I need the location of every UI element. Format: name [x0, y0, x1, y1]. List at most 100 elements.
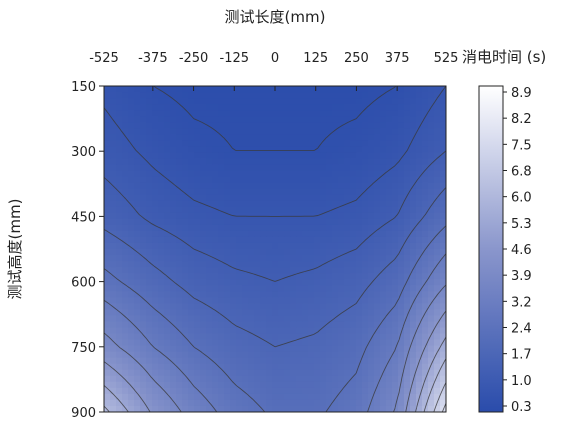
heatmap-cell [434, 255, 441, 262]
heatmap-cell [182, 375, 189, 383]
heatmap-cell [200, 405, 207, 412]
heatmap-cell [422, 164, 429, 172]
heatmap-cell [308, 387, 315, 395]
heatmap-cell [116, 261, 123, 268]
heatmap-cell [260, 315, 267, 323]
heatmap-cell [182, 176, 189, 184]
heatmap-cell [188, 188, 195, 196]
heatmap-cell [230, 333, 237, 341]
heatmap-cell [398, 98, 405, 105]
heatmap-cell [272, 297, 279, 304]
heatmap-cell [122, 212, 129, 220]
heatmap-cell [104, 387, 111, 395]
heatmap-cell [140, 369, 147, 377]
heatmap-cell [428, 140, 435, 147]
heatmap-cell [254, 363, 261, 371]
heatmap-cell [116, 218, 123, 226]
heatmap-cell [416, 279, 423, 286]
heatmap-cell [374, 315, 381, 323]
heatmap-cell [254, 267, 261, 274]
heatmap-cell [404, 261, 411, 268]
heatmap-cell [134, 387, 141, 395]
heatmap-cell [110, 387, 117, 395]
heatmap-cell [308, 86, 315, 93]
heatmap-cell [368, 176, 375, 184]
heatmap-cell [308, 116, 315, 123]
heatmap-cell [248, 224, 255, 232]
heatmap-cell [206, 285, 213, 292]
heatmap-cell [128, 303, 135, 310]
heatmap-cell [272, 170, 279, 178]
heatmap-cell [152, 86, 159, 93]
heatmap-cell [374, 128, 381, 135]
heatmap-cell [122, 164, 129, 172]
heatmap-cell [260, 140, 267, 147]
heatmap-cell [368, 170, 375, 178]
heatmap-cell [122, 357, 129, 365]
heatmap-cell [176, 279, 183, 286]
heatmap-cell [254, 236, 261, 244]
heatmap-cell [272, 206, 279, 214]
colorbar-tick-label: 1.0 [511, 374, 532, 389]
heatmap-cell [422, 212, 429, 220]
heatmap-cell [146, 363, 153, 371]
heatmap-cell [428, 134, 435, 141]
heatmap-cell [224, 200, 231, 208]
heatmap-cell [422, 188, 429, 196]
heatmap-cell [134, 303, 141, 310]
heatmap-cell [320, 387, 327, 395]
heatmap-cell [362, 158, 369, 166]
heatmap-cell [128, 279, 135, 286]
heatmap-cell [272, 230, 279, 238]
heatmap-cell [392, 315, 399, 323]
heatmap-cell [272, 236, 279, 244]
heatmap-cell [410, 405, 417, 412]
heatmap-cell [416, 110, 423, 117]
heatmap-cell [404, 387, 411, 395]
heatmap-cell [410, 351, 417, 359]
heatmap-cell [206, 92, 213, 99]
heatmap-cell [194, 140, 201, 147]
heatmap-cell [206, 128, 213, 135]
heatmap-cell [434, 327, 441, 335]
heatmap-cell [230, 339, 237, 347]
heatmap-cell [206, 387, 213, 395]
heatmap-cell [218, 405, 225, 412]
heatmap-cell [164, 98, 171, 105]
heatmap-cell [260, 206, 267, 214]
heatmap-cell [410, 128, 417, 135]
heatmap-cell [368, 393, 375, 401]
heatmap-cell [134, 206, 141, 214]
heatmap-cell [380, 291, 387, 298]
heatmap-cell [170, 375, 177, 383]
heatmap-cell [230, 279, 237, 286]
heatmap-cell [230, 170, 237, 178]
heatmap-cell [104, 92, 111, 99]
heatmap-cell [182, 345, 189, 353]
heatmap-cell [104, 393, 111, 401]
heatmap-cell [194, 128, 201, 135]
heatmap-cell [242, 261, 249, 268]
heatmap-cell [338, 351, 345, 359]
heatmap-cell [368, 387, 375, 395]
heatmap-cell [176, 387, 183, 395]
heatmap-cell [356, 86, 363, 93]
heatmap-cell [326, 249, 333, 256]
heatmap-cell [338, 110, 345, 117]
heatmap-cell [362, 128, 369, 135]
heatmap-cell [416, 188, 423, 196]
heatmap-cell [398, 279, 405, 286]
heatmap-cell [314, 351, 321, 359]
heatmap-cell [188, 399, 195, 407]
heatmap-cell [170, 339, 177, 347]
heatmap-cell [260, 152, 267, 160]
heatmap-cell [248, 345, 255, 353]
heatmap-cell [290, 393, 297, 401]
heatmap-cell [170, 393, 177, 401]
heatmap-cell [236, 152, 243, 160]
heatmap-cell [308, 146, 315, 154]
heatmap-cell [320, 128, 327, 135]
heatmap-cell [230, 128, 237, 135]
heatmap-cell [128, 188, 135, 196]
heatmap-cell [236, 345, 243, 353]
